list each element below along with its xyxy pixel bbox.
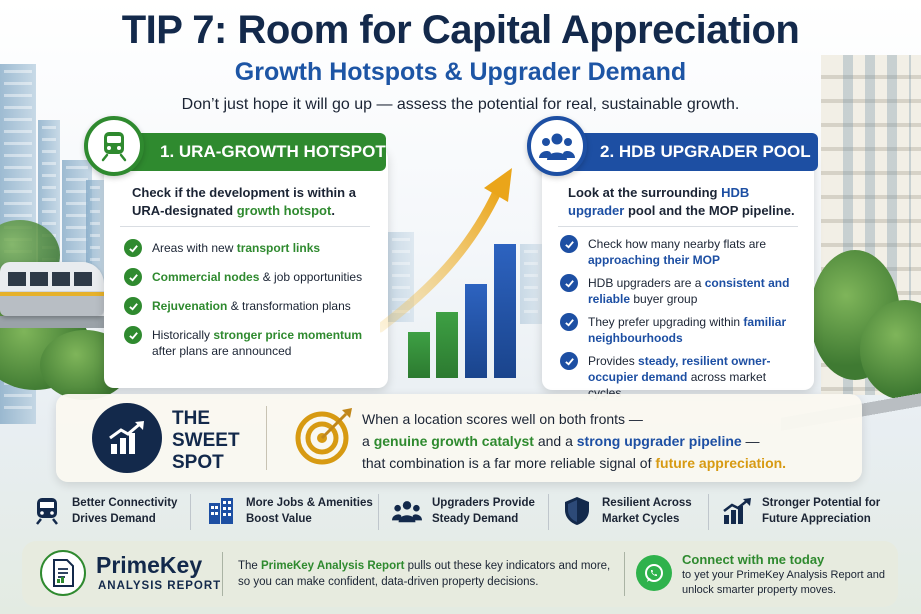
list-item: Commercial nodes & job opportunities (124, 268, 374, 286)
check-icon (124, 268, 142, 286)
whatsapp-icon[interactable] (636, 555, 672, 591)
divider (378, 494, 379, 530)
page-title: TIP 7: Room for Capital Appreciation (121, 8, 800, 52)
ura-growth-heading: 1. URA-GROWTH HOTSPOT (120, 133, 386, 171)
divider (266, 406, 267, 470)
card-divider (120, 226, 370, 227)
check-icon (560, 313, 578, 331)
list-item: Rejuvenation & transformation plans (124, 297, 374, 315)
train-icon (84, 116, 144, 176)
check-icon (560, 352, 578, 370)
divider (190, 494, 191, 530)
check-icon (560, 274, 578, 292)
footer-description: The PrimeKey Analysis Report pulls out t… (238, 560, 611, 588)
page-subtitle: Growth Hotspots & Upgrader Demand (234, 58, 687, 86)
card-divider (558, 226, 798, 227)
hdb-upgrader-card (542, 148, 814, 390)
feature-connectivity: Better Connectivity Drives Demand (32, 492, 182, 530)
building-icon (206, 496, 236, 526)
check-icon (560, 235, 578, 253)
feature-jobs: More Jobs & Amenities Boost Value (206, 492, 374, 530)
hdb-upgrader-heading: 2. HDB UPGRADER POOL (560, 133, 818, 171)
list-item: They prefer upgrading within familiar ne… (560, 313, 796, 346)
check-icon (124, 239, 142, 257)
list-item: Check how many nearby flats are approach… (560, 235, 796, 268)
divider (624, 552, 625, 596)
divider (708, 494, 709, 530)
divider (222, 552, 223, 596)
list-item: Areas with new transport links (124, 239, 374, 257)
cta-text: to yet your PrimeKey Analysis Report and… (682, 569, 885, 596)
train-icon (32, 496, 62, 526)
mrt-train-illustration (0, 262, 104, 316)
cta-title[interactable]: Connect with me today (682, 552, 825, 567)
check-icon (124, 297, 142, 315)
sweet-spot-panel (56, 394, 862, 482)
shield-icon (562, 496, 592, 526)
ura-growth-card (104, 148, 388, 388)
rising-chart-icon (92, 403, 162, 473)
footer-panel (22, 541, 898, 607)
growth-chart-icon (722, 496, 752, 526)
tagline: Don’t just hope it will go up — assess t… (181, 96, 740, 113)
sweet-spot-text: When a location scores well on both fron… (362, 411, 787, 471)
people-group-icon (527, 116, 587, 176)
divider (548, 494, 549, 530)
ura-growth-lead: Check if the development is within a URA… (132, 185, 356, 218)
hdb-upgrader-lead: Look at the surrounding HDB upgrader poo… (568, 185, 795, 218)
growth-chart-illustration (380, 168, 516, 378)
list-item: Historically stronger price momentum aft… (124, 326, 364, 359)
sweet-spot-title: THE SWEET SPOT (172, 408, 240, 473)
people-group-icon (392, 496, 422, 526)
feature-appreciation: Stronger Potential for Future Appreciatio… (722, 492, 892, 530)
feature-resilient: Resilient Across Market Cycles (562, 492, 702, 530)
check-icon (124, 326, 142, 344)
feature-upgraders: Upgraders Provide Steady Demand (392, 492, 548, 530)
report-document-icon (40, 550, 86, 596)
brand-subtitle: ANALYSIS REPORT (98, 580, 222, 592)
target-arrow-icon (295, 408, 352, 465)
brand-name: PrimeKey (96, 552, 203, 578)
list-item: HDB upgraders are a consistent and relia… (560, 274, 796, 307)
